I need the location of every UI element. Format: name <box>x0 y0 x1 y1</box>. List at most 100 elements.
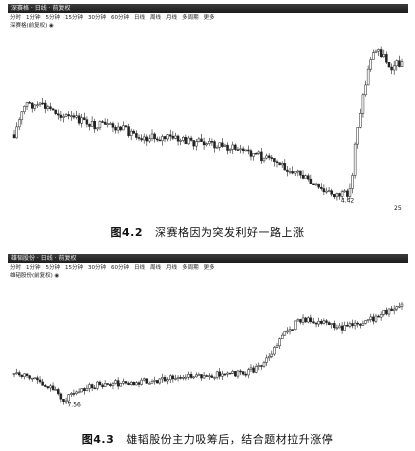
period-tab[interactable]: 5分钟 <box>46 15 61 21</box>
candle <box>128 382 130 386</box>
candle <box>31 378 33 382</box>
chart-panel-top: 深赛格 · 日线 · 前复权 分时 1分钟 5分钟 15分钟 30分钟 60分钟 日线 周线月… <box>8 4 408 216</box>
candle <box>396 306 398 311</box>
candle <box>117 377 119 389</box>
candle <box>156 380 158 383</box>
candle <box>133 129 135 133</box>
period-tab[interactable]: 日线 <box>134 15 145 21</box>
candle <box>31 102 33 113</box>
period-tab[interactable]: 更多 <box>204 15 215 21</box>
period-tab[interactable]: 多周期 <box>182 265 199 271</box>
candle <box>393 305 395 314</box>
candle <box>154 132 156 142</box>
candle <box>234 371 236 377</box>
period-tab[interactable]: 1分钟 <box>26 265 41 271</box>
candle <box>39 102 41 107</box>
period-tab[interactable]: 15分钟 <box>65 15 83 21</box>
candle <box>354 142 356 179</box>
candle <box>323 318 325 324</box>
candle <box>320 319 322 325</box>
candle <box>174 375 176 381</box>
candle <box>99 120 101 130</box>
candle <box>268 153 270 160</box>
candle <box>276 343 278 348</box>
candle <box>266 355 268 366</box>
candle <box>380 47 382 58</box>
period-tab[interactable]: 周线 <box>150 15 161 21</box>
period-tab[interactable]: 30分钟 <box>88 15 106 21</box>
candle <box>122 122 124 131</box>
candle <box>34 378 36 380</box>
candle <box>203 138 205 150</box>
candle <box>57 388 59 396</box>
candle <box>271 351 273 359</box>
period-tab[interactable]: 60分钟 <box>111 265 129 271</box>
period-tab[interactable]: 1分钟 <box>26 15 41 21</box>
candle <box>120 126 122 132</box>
period-tab[interactable]: 60分钟 <box>111 15 129 21</box>
candle <box>383 50 385 58</box>
candle <box>297 318 299 321</box>
candle <box>36 101 38 108</box>
candle <box>271 155 273 162</box>
candle <box>161 134 163 145</box>
candle <box>23 105 25 114</box>
candle <box>328 321 330 326</box>
candle <box>263 158 265 163</box>
candle <box>372 314 374 325</box>
candle <box>385 307 387 315</box>
candle <box>187 136 189 145</box>
candle <box>133 381 135 385</box>
candle <box>141 378 143 386</box>
candle <box>370 57 372 72</box>
candle <box>292 329 294 330</box>
candle <box>26 102 28 110</box>
candle <box>310 175 312 184</box>
period-tab[interactable]: 30分钟 <box>88 265 106 271</box>
chart-titlebar: 雄韬股份 · 日线 · 前复权 <box>8 254 408 263</box>
period-tab[interactable]: 5分钟 <box>46 265 61 271</box>
candle <box>151 379 153 383</box>
period-tab[interactable]: 月线 <box>166 265 177 271</box>
candle <box>325 319 327 325</box>
candle <box>365 320 367 324</box>
period-tab[interactable]: 分时 <box>10 15 21 21</box>
candle <box>68 111 70 119</box>
period-tab[interactable]: 更多 <box>204 265 215 271</box>
candle <box>279 162 281 165</box>
candle <box>146 378 148 384</box>
candle <box>49 384 51 392</box>
candle <box>200 374 202 381</box>
candle <box>385 51 387 64</box>
period-tab[interactable]: 月线 <box>166 15 177 21</box>
candle <box>284 159 286 171</box>
candle <box>333 321 335 331</box>
candle <box>190 136 192 142</box>
candle <box>393 61 395 75</box>
stock-name-label: 深赛格(前复权) ◉ <box>10 23 54 30</box>
candle <box>325 188 327 194</box>
period-tab[interactable]: 周线 <box>150 265 161 271</box>
candle <box>112 382 114 389</box>
candle <box>109 383 111 387</box>
candle <box>164 375 166 382</box>
candle <box>156 137 158 142</box>
candle <box>182 375 184 380</box>
candle <box>216 145 218 148</box>
period-tab[interactable]: 日线 <box>134 265 145 271</box>
candle <box>195 139 197 150</box>
period-tab[interactable]: 15分钟 <box>65 265 83 271</box>
candle <box>367 65 369 85</box>
candle <box>42 98 44 105</box>
corner-label: 25 <box>394 205 402 212</box>
figure-caption-top: 图4.2 深赛格因为突发利好一路上涨 <box>0 224 415 240</box>
candle <box>62 399 64 405</box>
candle <box>130 129 132 140</box>
period-tab[interactable]: 多周期 <box>182 15 199 21</box>
candle <box>81 388 83 392</box>
candle <box>305 174 307 178</box>
candle <box>122 379 124 386</box>
candle <box>258 150 260 155</box>
candle <box>401 59 403 67</box>
period-tab[interactable]: 分时 <box>10 265 21 271</box>
